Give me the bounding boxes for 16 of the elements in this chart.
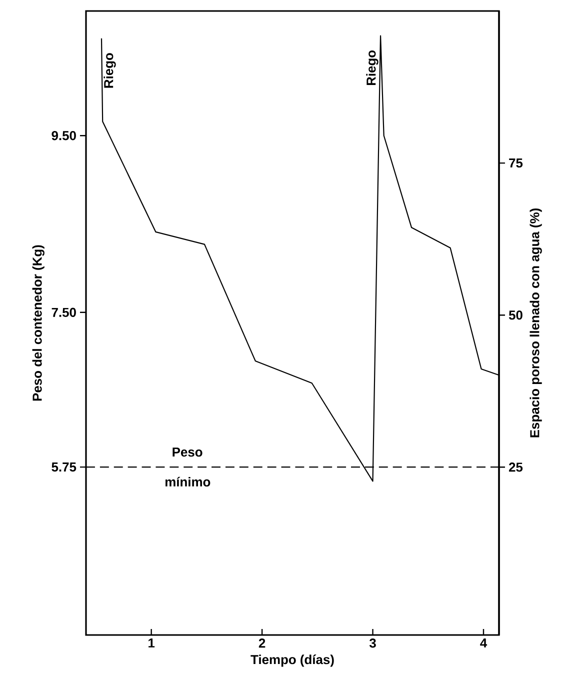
y-tick-label: 5.75 [52, 462, 76, 472]
text: Peso mínimo [165, 448, 210, 487]
y-axis-title: Peso del contenedor (Kg) [32, 245, 44, 401]
x-tick-label: 1 [148, 638, 155, 648]
y2-tick-label: 50 [508, 310, 522, 320]
x-axis-title: Tiempo (días) [250, 654, 334, 667]
x-tick-label: 4 [480, 638, 488, 648]
y-tick-label: 9.50 [52, 131, 76, 140]
x-tick-label: 2 [258, 638, 266, 648]
x-tick-label: 3 [369, 638, 376, 648]
annotation: Riego [104, 53, 116, 88]
y-tick-label: 7.50 [52, 308, 76, 317]
y2-axis-title: Espacio poroso llenado con agua (%) [530, 208, 542, 438]
annotation: Riego [366, 50, 378, 86]
y2-tick-label: 75 [509, 158, 523, 168]
y2-tick-label: 25 [508, 462, 523, 472]
